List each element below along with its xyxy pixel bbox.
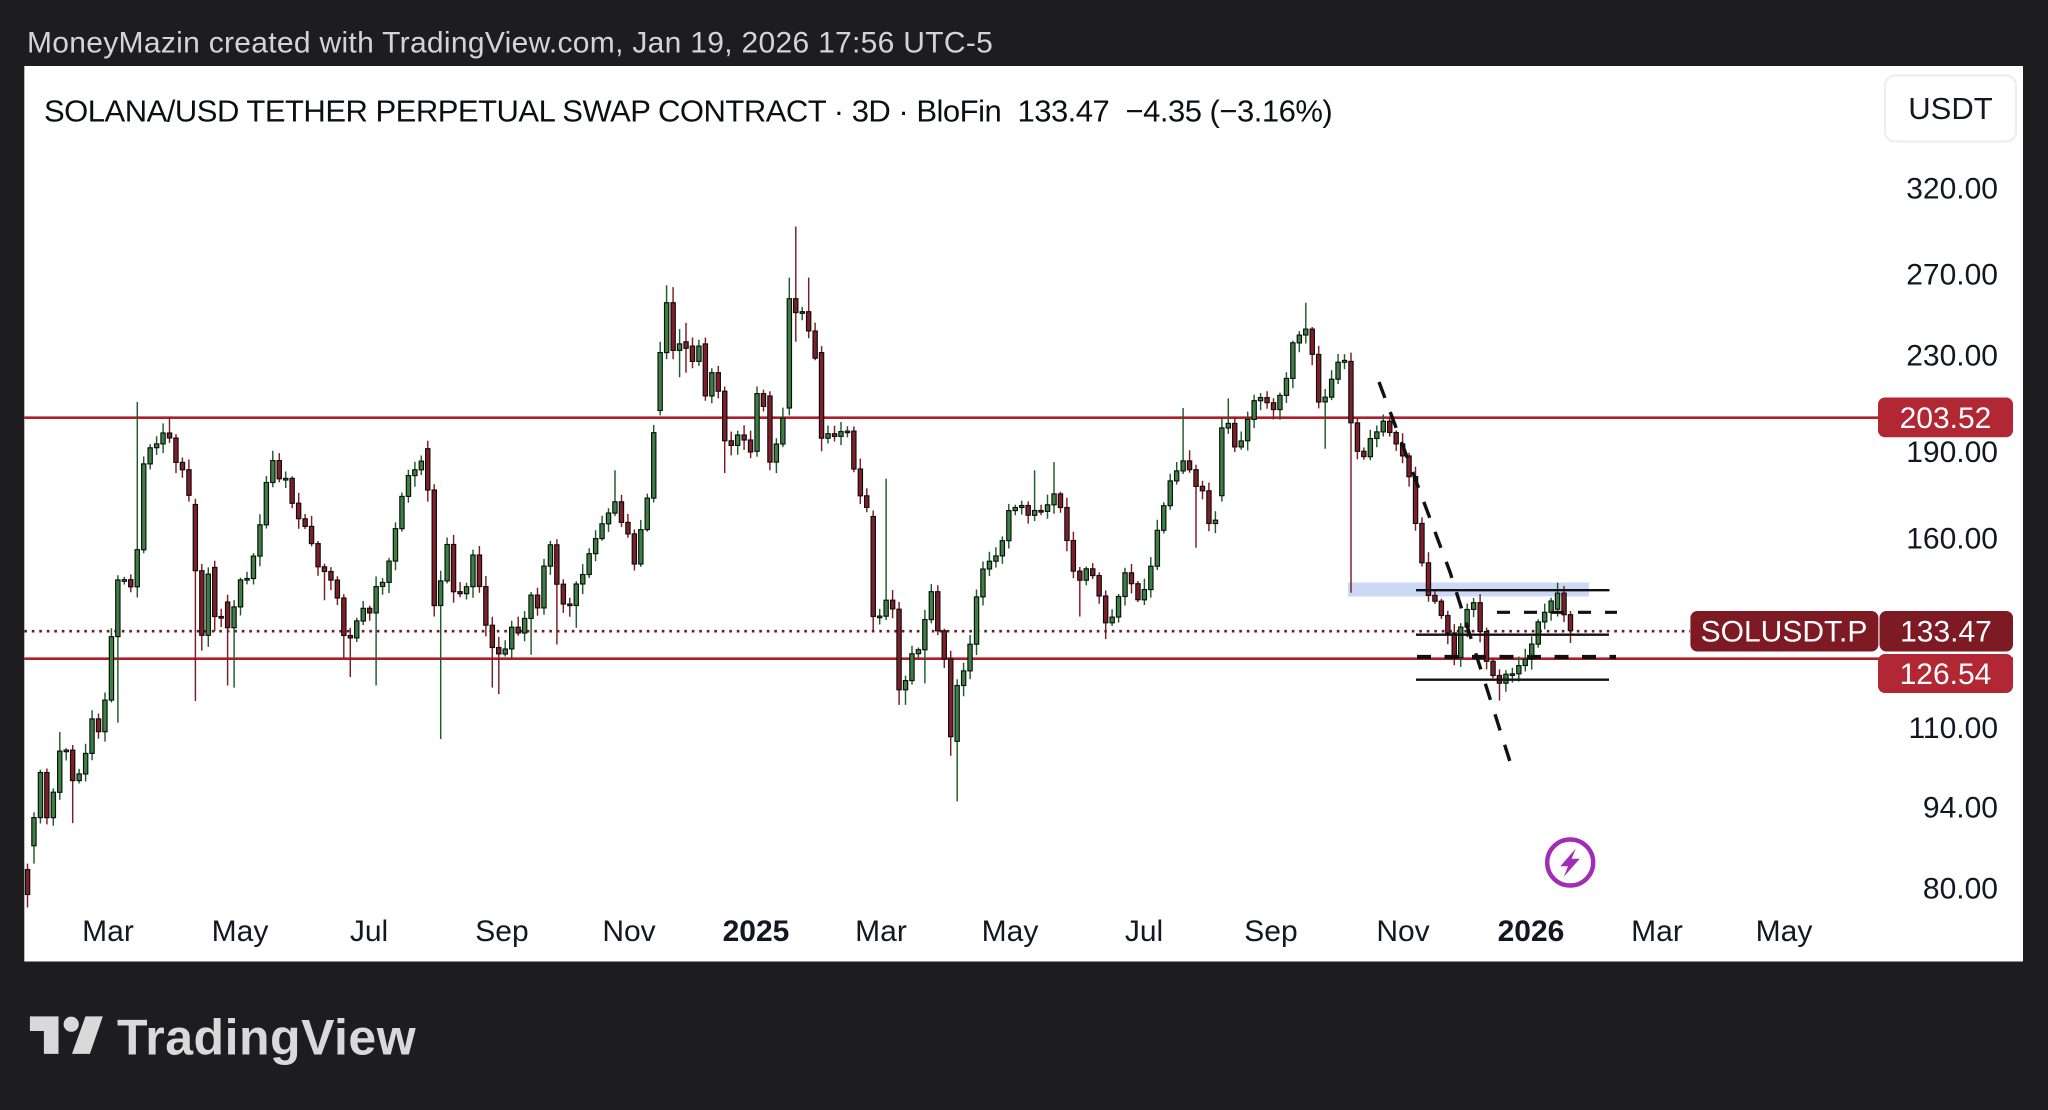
svg-text:190.00: 190.00	[1906, 436, 1998, 469]
svg-text:2026: 2026	[1498, 915, 1565, 948]
svg-text:2025: 2025	[723, 915, 790, 948]
svg-text:Mar: Mar	[855, 915, 907, 948]
svg-text:320.00: 320.00	[1906, 173, 1998, 206]
svg-text:May: May	[1756, 915, 1813, 948]
svg-text:203.52: 203.52	[1900, 402, 1992, 435]
svg-text:SOLUSDT.P: SOLUSDT.P	[1701, 616, 1868, 649]
svg-text:Sep: Sep	[1244, 915, 1297, 948]
svg-text:270.00: 270.00	[1906, 258, 1998, 291]
svg-text:Mar: Mar	[82, 915, 134, 948]
svg-text:Nov: Nov	[1376, 915, 1429, 948]
svg-text:May: May	[982, 915, 1039, 948]
svg-text:SOLANA/USD TETHER PERPETUAL SW: SOLANA/USD TETHER PERPETUAL SWAP CONTRAC…	[44, 94, 1332, 129]
svg-text:Sep: Sep	[475, 915, 528, 948]
svg-text:80.00: 80.00	[1923, 873, 1998, 906]
svg-text:Jul: Jul	[1125, 915, 1163, 948]
svg-text:Nov: Nov	[602, 915, 655, 948]
svg-text:May: May	[212, 915, 269, 948]
svg-text:Jul: Jul	[350, 915, 388, 948]
svg-text:Mar: Mar	[1631, 915, 1683, 948]
svg-text:126.54: 126.54	[1900, 658, 1992, 691]
svg-text:230.00: 230.00	[1906, 339, 1998, 372]
svg-text:160.00: 160.00	[1906, 523, 1998, 556]
svg-text:USDT: USDT	[1908, 91, 1992, 126]
svg-text:94.00: 94.00	[1923, 791, 1998, 824]
svg-text:110.00: 110.00	[1908, 712, 1998, 745]
svg-text:TradingView: TradingView	[117, 1010, 416, 1066]
svg-text:MoneyMazin created with Tradin: MoneyMazin created with TradingView.com,…	[27, 27, 993, 60]
svg-text:133.47: 133.47	[1900, 616, 1992, 649]
